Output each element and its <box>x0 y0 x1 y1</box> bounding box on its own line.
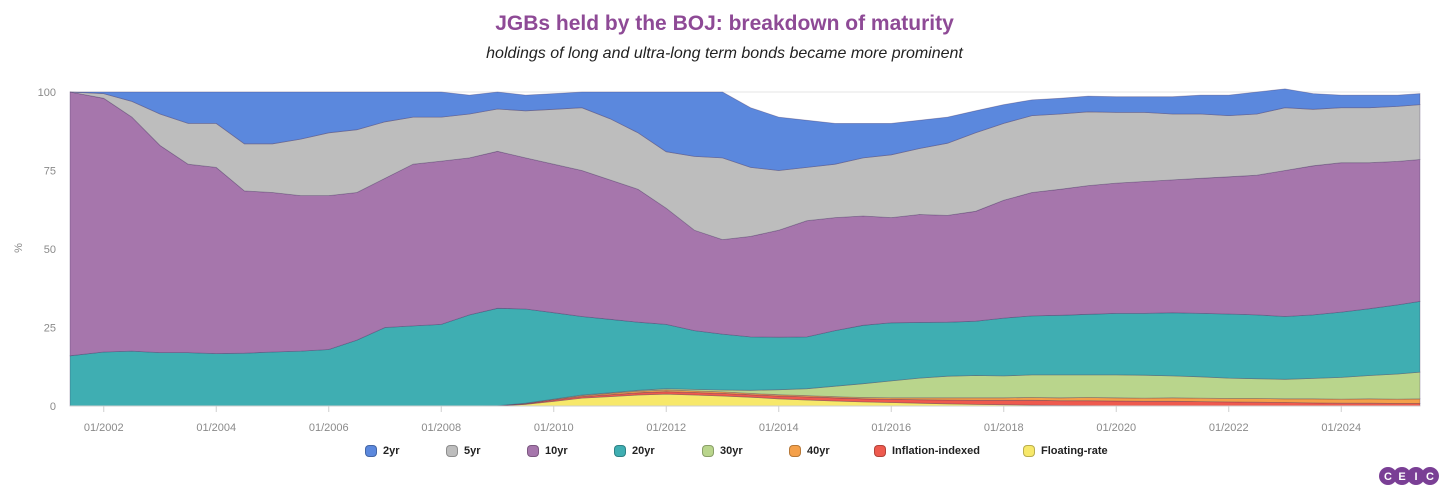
logo-circle <box>1421 467 1439 485</box>
legend-swatch <box>527 445 539 457</box>
logo-letter: I <box>1414 471 1417 483</box>
area-10yr <box>69 91 1421 357</box>
legend-swatch <box>874 445 886 457</box>
y-tick-label: 25 <box>44 323 56 335</box>
y-tick-label: 50 <box>44 244 56 256</box>
y-tick-label: 75 <box>44 166 56 178</box>
legend-label: 30yr <box>720 445 743 457</box>
area-5yr <box>69 91 1421 241</box>
logo-letter: E <box>1398 471 1405 483</box>
legend-item-2yr[interactable]: 2yr <box>365 443 400 459</box>
x-tick-label: 01/2018 <box>984 422 1024 434</box>
legend-label: Floating-rate <box>1041 445 1108 457</box>
chart-title: JGBs held by the BOJ: breakdown of matur… <box>495 12 954 35</box>
x-tick-label: 01/2006 <box>309 422 349 434</box>
chart-legend: 2yr 5yr 10yr 20yr 30yr 40yr Inflation-indexed F… <box>0 443 1449 459</box>
logo-circle <box>1393 467 1411 485</box>
stacked-area-chart: 0 25 50 75 100 01/2002 01/2004 01/2006 01/2008 01… <box>13 87 1421 434</box>
x-tick-label: 01/2024 <box>1321 422 1361 434</box>
x-tick-label: 01/2014 <box>759 422 799 434</box>
legend-swatch <box>789 445 801 457</box>
y-tick-label: 0 <box>50 401 56 413</box>
area-40yr <box>70 389 1421 407</box>
area-2yr <box>69 88 1421 171</box>
legend-item-5yr[interactable]: 5yr <box>446 443 481 459</box>
x-tick-label: 01/2008 <box>421 422 461 434</box>
legend-item-inflation-indexed[interactable]: Inflation-indexed <box>874 443 980 459</box>
legend-label: 5yr <box>464 445 481 457</box>
logo-letter: C <box>1426 471 1434 483</box>
legend-item-floating-rate[interactable]: Floating-rate <box>1023 443 1108 459</box>
logo-circle <box>1379 467 1397 485</box>
x-tick-label: 01/2016 <box>871 422 911 434</box>
legend-item-30yr[interactable]: 30yr <box>702 443 743 459</box>
x-tick-label: 01/2010 <box>534 422 574 434</box>
legend-label: Inflation-indexed <box>892 445 980 457</box>
x-tick-label: 01/2020 <box>1096 422 1136 434</box>
legend-item-20yr[interactable]: 20yr <box>614 443 655 459</box>
x-tick-label: 01/2012 <box>646 422 686 434</box>
legend-label: 40yr <box>807 445 830 457</box>
legend-label: 2yr <box>383 445 400 457</box>
area-inflation-indexed <box>70 391 1421 407</box>
x-tick-label: 01/2002 <box>84 422 124 434</box>
axes: 0 25 50 75 100 01/2002 01/2004 01/2006 01/2008 01… <box>38 87 1420 434</box>
area-series <box>69 88 1421 407</box>
y-axis-label: % <box>13 243 25 253</box>
x-tick-label: 01/2022 <box>1209 422 1249 434</box>
legend-swatch <box>614 445 626 457</box>
legend-swatch <box>446 445 458 457</box>
logo-circle <box>1407 467 1425 485</box>
y-tick-label: 100 <box>38 87 56 99</box>
legend-swatch <box>1023 445 1035 457</box>
logo-letter: C <box>1384 471 1392 483</box>
chart-subtitle: holdings of long and ultra-long term bon… <box>486 45 963 62</box>
legend-label: 10yr <box>545 445 568 457</box>
legend-item-10yr[interactable]: 10yr <box>527 443 568 459</box>
legend-swatch <box>365 445 377 457</box>
legend-item-40yr[interactable]: 40yr <box>789 443 830 459</box>
x-tick-label: 01/2004 <box>196 422 236 434</box>
legend-label: 20yr <box>632 445 655 457</box>
legend-swatch <box>702 445 714 457</box>
